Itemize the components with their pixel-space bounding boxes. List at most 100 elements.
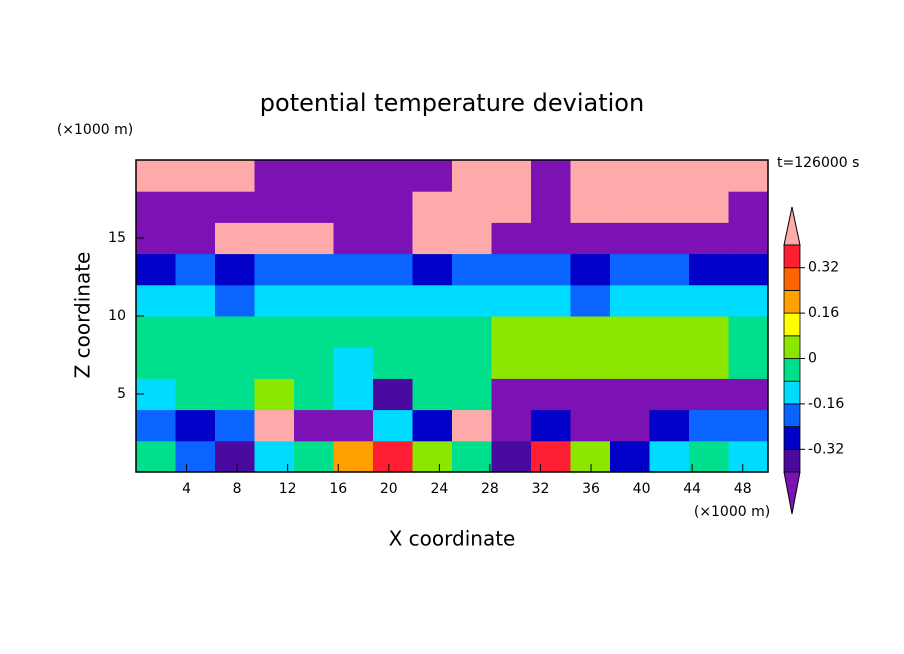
contour-cell (728, 378, 769, 411)
contour-cell (570, 316, 611, 348)
contour-cell (491, 222, 532, 255)
contour-cell (570, 160, 611, 192)
colorbar-tick-label: 0.16 (808, 305, 839, 321)
colorbar-band (783, 267, 801, 291)
contour-cell (649, 284, 690, 317)
contour-cell (570, 191, 611, 223)
contour-cell (689, 316, 729, 348)
x-tick-label: 12 (279, 481, 297, 497)
contour-cell (570, 284, 611, 317)
contour-cell (649, 160, 690, 192)
contour-cell (491, 347, 532, 379)
contour-cell (412, 253, 453, 286)
contour-cell (689, 378, 729, 411)
contour-cell (610, 160, 650, 192)
y-axis-label: Z coordinate (71, 252, 95, 379)
contour-cell (452, 316, 492, 348)
colorbar-low (783, 471, 801, 515)
colorbar-band (783, 358, 801, 382)
contour-cell (254, 284, 295, 317)
contour-cell (333, 191, 374, 223)
contour-cell (491, 378, 532, 411)
colorbar-tick-label: -0.16 (808, 396, 844, 412)
contour-cell (649, 378, 690, 411)
colorbar-band (783, 312, 801, 337)
contour-cell (531, 378, 571, 411)
contour-cell (412, 160, 453, 192)
contour-cell (610, 378, 650, 411)
contour-cell (373, 409, 413, 442)
contour-cell (294, 440, 334, 473)
contour-cell (175, 378, 216, 411)
x-tick-label: 44 (683, 481, 701, 497)
contour-cell (689, 222, 729, 255)
contour-cell (215, 440, 255, 473)
colorbar-high (783, 206, 801, 246)
contour-cell (175, 222, 216, 255)
contour-cell (373, 222, 413, 255)
x-tick-label: 24 (430, 481, 448, 497)
contour-cell (649, 440, 690, 473)
contour-cell (531, 440, 571, 473)
contour-cell (452, 284, 492, 317)
contour-cell (491, 316, 532, 348)
contour-cell (570, 347, 611, 379)
contour-cell (452, 160, 492, 192)
contour-cell (570, 409, 611, 442)
contour-cell (570, 253, 611, 286)
contour-cell (570, 440, 611, 473)
contour-cell (333, 378, 374, 411)
contour-cell (333, 409, 374, 442)
contour-cell (610, 222, 650, 255)
y-unit: (×1000 m) (57, 122, 133, 138)
x-tick-label: 20 (380, 481, 398, 497)
contour-cell (373, 160, 413, 192)
contour-cell (531, 284, 571, 317)
contour-cell (175, 347, 216, 379)
contour-cell (254, 160, 295, 192)
colorbar-band (783, 335, 801, 359)
contour-cell (333, 316, 374, 348)
contour-cell (689, 253, 729, 286)
contour-cell (136, 160, 176, 192)
contour-cell (294, 316, 334, 348)
contour-cell (294, 222, 334, 255)
contour-cell (689, 160, 729, 192)
contour-cell (333, 347, 374, 379)
contour-cell (452, 440, 492, 473)
contour-cell (531, 316, 571, 348)
contour-cell (412, 440, 453, 473)
colorbar-band (783, 403, 801, 427)
contour-cell (412, 222, 453, 255)
contour-cell (728, 160, 769, 192)
contour-cell (689, 440, 729, 473)
contour-cell (254, 409, 295, 442)
contour-cell (728, 440, 769, 473)
contour-cell (649, 222, 690, 255)
x-unit: (×1000 m) (694, 504, 770, 520)
colorbar-band (783, 289, 801, 314)
contour-cell (610, 316, 650, 348)
contour-cell (412, 347, 453, 379)
contour-cell (254, 253, 295, 286)
contour-cell (728, 409, 769, 442)
contour-cell (136, 347, 176, 379)
contour-cell (610, 347, 650, 379)
contour-cell (215, 160, 255, 192)
contour-cell (728, 316, 769, 348)
contour-cell (215, 378, 255, 411)
contour-cell (175, 284, 216, 317)
contour-cell (373, 191, 413, 223)
contour-cell (412, 191, 453, 223)
x-tick-label: 28 (481, 481, 499, 497)
contour-cell (333, 253, 374, 286)
x-tick-label: 48 (734, 481, 752, 497)
contour-cell (689, 191, 729, 223)
contour-cell (531, 347, 571, 379)
contour-cell (531, 409, 571, 442)
contour-cell (215, 409, 255, 442)
contour-cell (333, 222, 374, 255)
contour-cell (215, 316, 255, 348)
contour-cell (412, 409, 453, 442)
